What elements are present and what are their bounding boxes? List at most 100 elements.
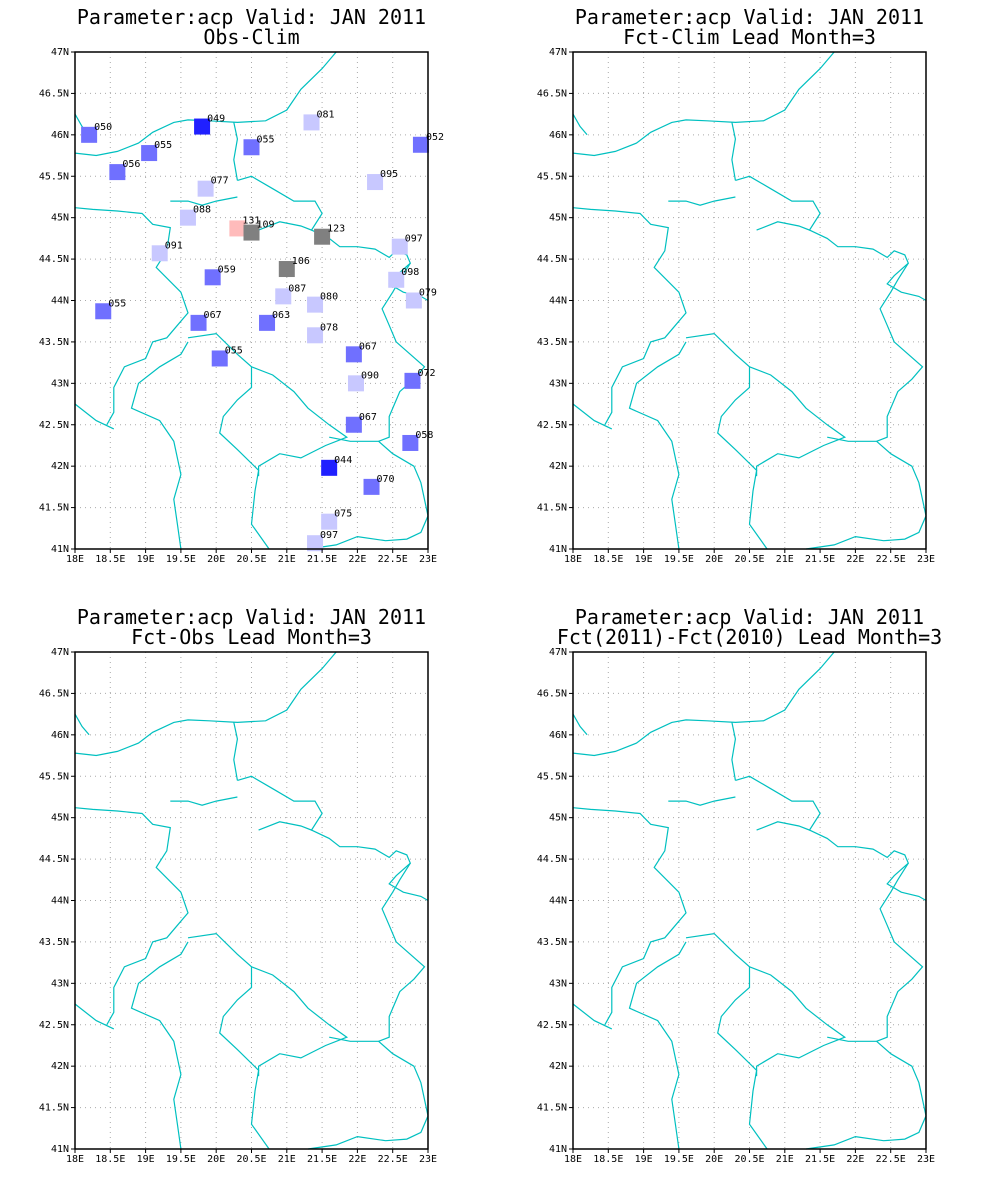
x-tick-label: 22.5E [876,1154,906,1165]
x-tick-label: 21.5E [307,1154,337,1165]
station-value-label: 077 [211,176,229,187]
station-value-label: 070 [377,474,395,485]
country-border [74,807,189,1026]
country-border [749,966,847,1077]
country-border [572,713,588,736]
station-marker [314,228,331,245]
station-value-label: 050 [94,122,112,133]
station-marker [190,314,207,331]
y-tick-label: 41.5N [537,1103,567,1114]
station-marker [109,164,126,181]
station-value-label: 088 [193,205,211,216]
map-panel-fct-fct: Parameter:acp Valid: JAN 2011Fct(2011)-F… [537,605,942,1165]
y-tick-label: 44.5N [537,254,567,265]
country-border [187,932,270,1150]
y-tick-label: 42.5N [537,1020,567,1031]
country-border [130,941,189,1150]
station-marker [345,416,362,433]
country-border [668,796,736,806]
station-value-label: 097 [405,234,423,245]
station-value-label: 063 [272,310,290,321]
station-marker [141,145,158,162]
country-border [74,207,189,426]
x-tick-label: 18.5E [593,554,623,565]
station-marker [405,292,422,309]
country-border [572,807,687,1026]
y-tick-label: 46.5N [39,88,69,99]
station-marker [321,459,338,476]
country-border [572,651,835,757]
y-tick-label: 45.5N [537,771,567,782]
country-border [735,175,821,231]
y-tick-label: 45.5N [537,171,567,182]
x-tick-label: 21.5E [805,1154,835,1165]
station-value-label: 123 [327,224,345,235]
country-border [378,862,426,1042]
y-tick-label: 41N [549,544,567,555]
station-value-label: 095 [380,169,398,180]
country-border [311,829,429,902]
station-value-label: 072 [417,368,435,379]
x-tick-label: 20E [207,1154,225,1165]
station-value-label: 058 [415,430,433,441]
country-border [628,941,687,1150]
x-tick-label: 20.5E [734,554,764,565]
country-border [74,1003,115,1030]
panel-title: Parameter:acp Valid: JAN 2011 [77,5,426,29]
x-tick-label: 18E [66,554,84,565]
station-value-label: 080 [320,292,338,303]
y-tick-label: 44N [51,896,69,907]
country-border [74,651,337,757]
station-value-label: 106 [292,256,310,267]
y-tick-label: 42.5N [537,420,567,431]
country-border [251,966,349,1077]
y-tick-label: 41.5N [39,1103,69,1114]
x-tick-label: 19E [635,554,653,565]
y-tick-label: 44N [51,296,69,307]
station-value-label: 049 [207,114,225,125]
y-tick-label: 43N [549,978,567,989]
y-tick-label: 41N [51,544,69,555]
country-border [572,113,588,136]
country-border [572,207,687,426]
x-tick-label: 21E [776,1154,794,1165]
x-tick-label: 18.5E [95,554,125,565]
station-value-label: 098 [401,267,419,278]
station-marker [388,271,405,288]
panel-title: Parameter:acp Valid: JAN 2011 [77,605,426,629]
x-tick-label: 19E [635,1154,653,1165]
station-value-label: 090 [361,370,379,381]
station-marker [259,314,276,331]
panel-subtitle: Fct(2011)-Fct(2010) Lead Month=3 [557,625,942,649]
x-tick-label: 23E [917,554,935,565]
station-value-label: 055 [108,298,126,309]
y-tick-label: 41N [51,1144,69,1155]
country-border [74,713,90,736]
country-border [685,932,768,1150]
x-tick-label: 19.5E [166,554,196,565]
station-marker [243,139,260,156]
panel-subtitle: Fct-Obs Lead Month=3 [131,625,372,649]
x-tick-label: 23E [419,554,437,565]
x-tick-label: 20.5E [734,1154,764,1165]
station-value-label: 087 [288,283,306,294]
station-marker [303,114,320,131]
station-value-label: 131 [242,215,260,226]
x-tick-label: 22.5E [876,554,906,565]
country-border [731,722,737,781]
station-marker [363,478,380,495]
y-tick-label: 43N [549,378,567,389]
station-marker [95,303,112,320]
y-tick-label: 46N [51,130,69,141]
station-value-label: 055 [154,140,172,151]
x-tick-label: 20E [705,554,723,565]
y-tick-label: 41N [549,1144,567,1155]
y-tick-label: 43N [51,978,69,989]
station-marker [194,118,211,135]
x-tick-label: 18.5E [593,1154,623,1165]
country-border [74,51,337,157]
country-border [731,122,737,181]
station-value-label: 055 [225,345,243,356]
x-tick-label: 23E [917,1154,935,1165]
